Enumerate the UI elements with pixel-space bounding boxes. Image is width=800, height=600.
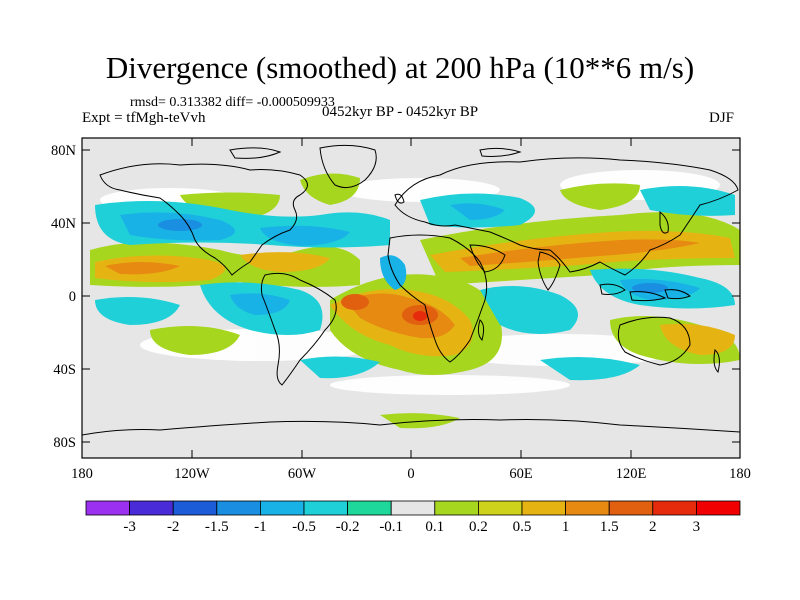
- experiment-label: Expt = tfMgh-teVvh: [82, 110, 206, 126]
- colorbar-label: -1.5: [204, 519, 229, 535]
- colorbar-swatch: [521, 500, 566, 516]
- x-tick-label: 60W: [288, 466, 317, 482]
- colorbar-label: 0.1: [425, 519, 445, 535]
- x-tick-label: 120W: [174, 466, 210, 482]
- colorbar-swatch: [696, 500, 741, 516]
- y-tick-label: 0: [69, 289, 76, 305]
- colorbar-swatch: [172, 500, 218, 516]
- x-tick-label: 180: [729, 466, 751, 482]
- colorbar-label: 2: [649, 519, 657, 535]
- colorbar-swatch: [608, 500, 654, 516]
- colorbar-swatch: [652, 500, 697, 516]
- y-tick-label: 80N: [51, 143, 77, 159]
- x-tick-label: 60E: [509, 466, 533, 482]
- colorbar-swatch: [390, 500, 436, 516]
- colorbar-label: 0.2: [469, 519, 488, 535]
- x-tick-label: 120E: [616, 466, 647, 482]
- season-label: DJF: [709, 110, 735, 126]
- y-tick-label: 40N: [51, 216, 77, 232]
- colorbar-label: 3: [692, 519, 701, 535]
- divergence-field: [82, 144, 740, 458]
- chart-title: Divergence (smoothed) at 200 hPa (10**6 …: [105, 50, 695, 85]
- colorbar-swatch: [303, 500, 348, 516]
- colorbar-swatch: [259, 500, 305, 516]
- y-tick-label: 40S: [53, 362, 76, 378]
- y-axis-ticks: [82, 149, 740, 443]
- colorbar: [85, 500, 741, 516]
- colorbar-swatch: [434, 500, 479, 516]
- colorbar-swatch: [216, 500, 261, 516]
- x-axis-ticks: [81, 138, 741, 458]
- period-label: 0452kyr BP - 0452kyr BP: [322, 104, 479, 120]
- colorbar-label: 1.5: [599, 519, 619, 535]
- colorbar-swatch: [347, 500, 392, 516]
- x-tick-label: 180: [71, 466, 93, 482]
- stats-text: rmsd= 0.313382 diff= -0.000509933: [130, 95, 335, 110]
- colorbar-label: -1: [254, 519, 267, 535]
- colorbar-swatch: [477, 500, 523, 516]
- colorbar-swatch: [129, 500, 174, 516]
- colorbar-label: -3: [123, 519, 136, 535]
- colorbar-label: -0.2: [335, 519, 360, 535]
- colorbar-label: -0.5: [292, 519, 316, 535]
- colorbar-swatch: [85, 500, 130, 516]
- colorbar-label: 0.5: [512, 519, 532, 535]
- colorbar-swatch: [565, 500, 610, 516]
- x-tick-label: 0: [407, 466, 414, 482]
- colorbar-label: -2: [166, 519, 180, 535]
- colorbar-label: 1: [561, 519, 570, 535]
- y-tick-label: 80S: [53, 435, 76, 451]
- coastlines: [82, 144, 740, 458]
- colorbar-label: -0.1: [379, 519, 404, 535]
